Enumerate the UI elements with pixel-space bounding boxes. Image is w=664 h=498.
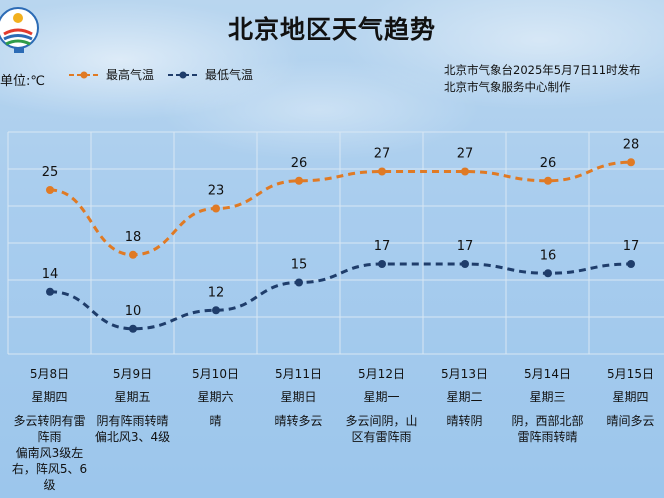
- forecast-weekday: 星期六: [197, 390, 234, 404]
- low-temp-label: 14: [42, 267, 59, 282]
- high-temp-label: 27: [374, 147, 391, 162]
- low-temp-point: [461, 260, 469, 268]
- high-temp-label: 26: [291, 156, 308, 171]
- forecast-description: 晴转多云: [274, 414, 323, 428]
- page-title: 北京地区天气趋势: [227, 15, 436, 44]
- legend-high-temp: 最高气温: [68, 66, 154, 83]
- low-temp-label: 12: [208, 285, 225, 300]
- series-line-low: [49, 262, 632, 331]
- low-temp-point: [295, 278, 303, 287]
- forecast-description: 晴: [209, 414, 222, 428]
- legend-high-label: 最高气温: [106, 68, 155, 82]
- high-temp-point: [378, 167, 386, 176]
- low-temp-label: 17: [457, 239, 474, 254]
- forecast-description: 晴间多云: [606, 414, 655, 428]
- high-temp-point: [627, 158, 635, 167]
- low-temp-point: [212, 306, 220, 315]
- forecast-date: 5月9日: [112, 367, 153, 381]
- forecast-description: 多云转阴有雷 阵雨 偏南风3级左 右，阵风5、6 级: [11, 414, 88, 492]
- forecast-description: 阴，西部北部 雷阵雨转晴: [511, 414, 584, 444]
- high-temp-label: 18: [125, 230, 142, 245]
- high-temp-point: [295, 176, 303, 185]
- high-temp-point: [461, 167, 469, 176]
- forecast-weekday: 星期二: [446, 390, 483, 404]
- low-temp-point: [129, 324, 137, 333]
- forecast-weekday: 星期五: [114, 390, 151, 404]
- forecast-description: 晴转阴: [446, 414, 483, 428]
- forecast-description: 多云间阴，山 区有雷阵雨: [345, 414, 418, 444]
- low-temp-point: [46, 287, 54, 296]
- low-temp-label: 17: [374, 239, 391, 254]
- low-temp-label: 16: [540, 248, 557, 263]
- issuer-line-1: 北京市气象台2025年5月7日11时发布: [444, 63, 641, 77]
- forecast-date: 5月8日: [29, 367, 70, 381]
- forecast-weekday: 星期日: [280, 390, 317, 404]
- high-temp-label: 28: [623, 137, 640, 152]
- low-temp-label: 17: [623, 239, 640, 254]
- low-temp-point: [378, 260, 386, 268]
- legend-low-swatch: [168, 71, 198, 78]
- meteorological-service-logo: [0, 7, 39, 53]
- high-temp-point: [544, 176, 552, 185]
- unit-label: 单位:℃: [0, 74, 45, 89]
- low-temp-label: 10: [125, 304, 142, 319]
- low-temp-point: [627, 260, 635, 268]
- legend-high-swatch: [69, 71, 99, 78]
- legend-low-label: 最低气温: [205, 68, 254, 82]
- forecast-date: 5月10日: [192, 367, 239, 381]
- forecast-description: 阴有阵雨转晴 偏北风3、4级: [94, 414, 171, 444]
- forecast-date: 5月11日: [275, 367, 322, 381]
- low-temp-point: [544, 269, 552, 278]
- forecast-date: 5月14日: [524, 367, 571, 381]
- high-temp-label: 23: [208, 184, 225, 199]
- high-temp-label: 26: [540, 156, 557, 171]
- forecast-weekday: 星期三: [529, 390, 566, 404]
- high-temp-point: [212, 204, 220, 213]
- high-temp-point: [46, 186, 54, 194]
- forecast-weekday: 星期一: [363, 390, 400, 404]
- high-temp-label: 27: [457, 147, 474, 162]
- high-temp-point: [129, 250, 137, 259]
- low-temp-label: 15: [291, 258, 308, 273]
- forecast-date: 5月13日: [441, 367, 488, 381]
- forecast-date: 5月12日: [358, 367, 405, 381]
- forecast-weekday: 星期四: [612, 390, 649, 404]
- forecast-date: 5月15日: [607, 367, 654, 381]
- high-temp-label: 25: [42, 165, 59, 180]
- forecast-weekday: 星期四: [31, 390, 68, 404]
- legend-low-temp: 最低气温: [167, 66, 253, 83]
- issuer-line-2: 北京市气象服务中心制作: [444, 80, 571, 94]
